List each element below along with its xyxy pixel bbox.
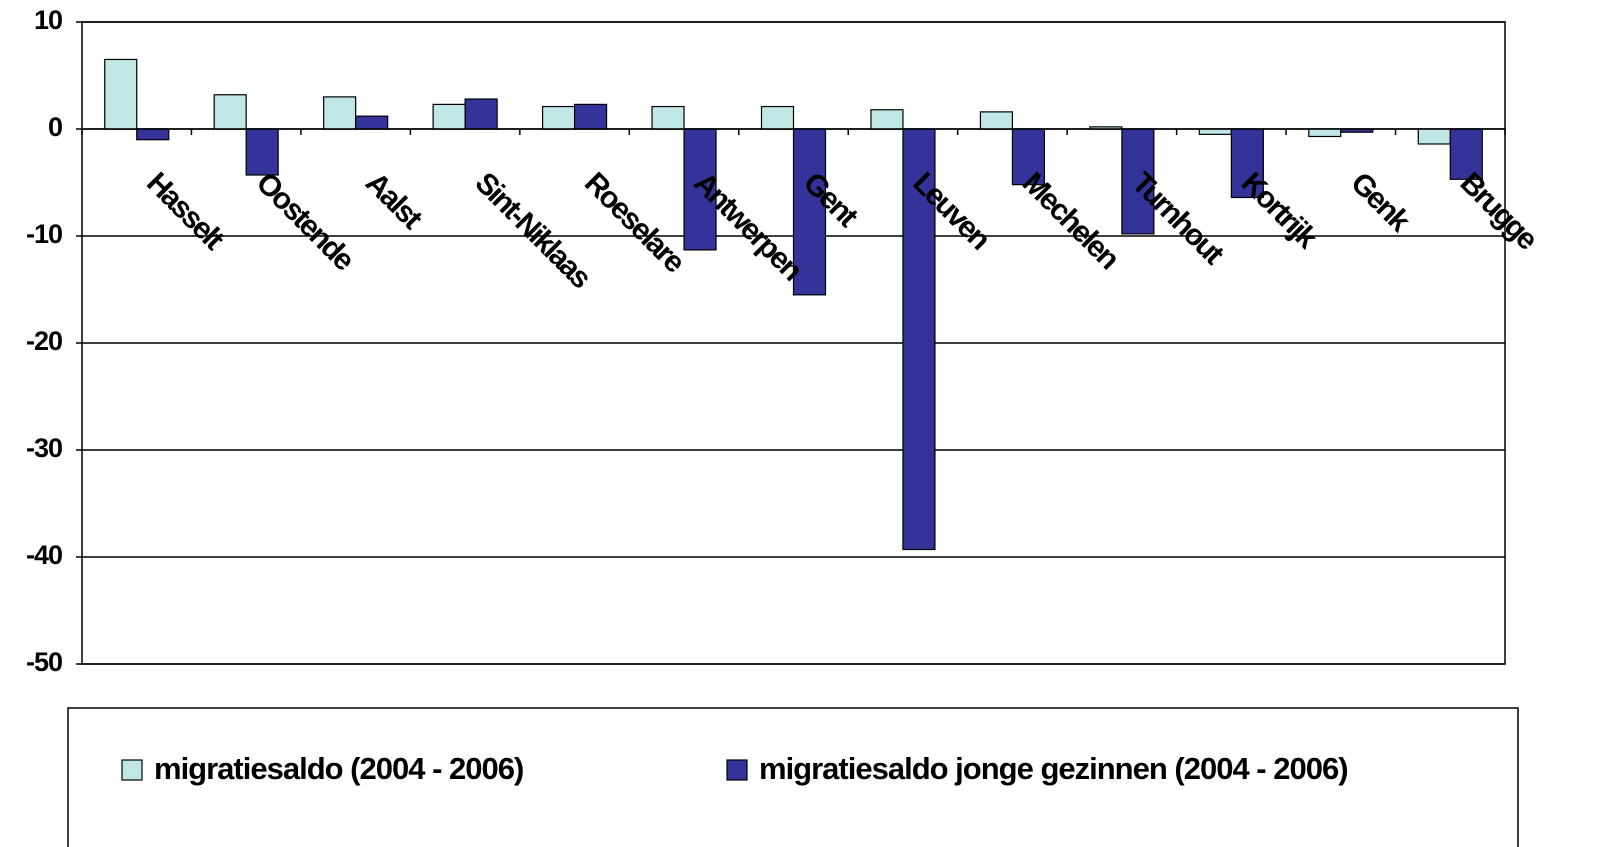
bar <box>104 58 138 130</box>
y-tick-label: -30 <box>26 433 62 463</box>
bar <box>1011 128 1046 186</box>
bar <box>1198 128 1232 135</box>
bar <box>1417 128 1451 145</box>
bar <box>213 94 247 130</box>
y-tick-label: 10 <box>34 5 62 35</box>
bar <box>902 128 936 551</box>
bar <box>760 105 795 130</box>
bar <box>1121 128 1155 235</box>
legend-box <box>67 707 1519 847</box>
bar <box>1230 128 1264 199</box>
legend-swatch <box>726 759 748 781</box>
y-tick-label: -20 <box>26 326 62 356</box>
bar <box>1308 128 1342 138</box>
bar <box>464 98 498 130</box>
y-tick-label: -10 <box>26 219 62 249</box>
bar <box>323 96 357 130</box>
bar <box>432 103 466 130</box>
legend-label: migratiesaldo (2004 - 2006) <box>154 751 523 786</box>
bar <box>541 105 576 130</box>
bar <box>870 109 904 130</box>
y-tick-label: -50 <box>26 647 62 677</box>
y-tick-label: 0 <box>48 112 62 142</box>
y-tick-label: -40 <box>26 540 62 570</box>
bar <box>683 128 717 251</box>
bar <box>979 111 1014 130</box>
legend-swatch <box>121 759 143 781</box>
legend-label: migratiesaldo jonge gezinnen (2004 - 200… <box>759 751 1348 786</box>
bar <box>136 128 170 141</box>
bar <box>355 115 389 130</box>
bar <box>651 105 685 130</box>
bar <box>245 128 279 176</box>
bar <box>573 103 608 130</box>
bar <box>1449 128 1483 180</box>
